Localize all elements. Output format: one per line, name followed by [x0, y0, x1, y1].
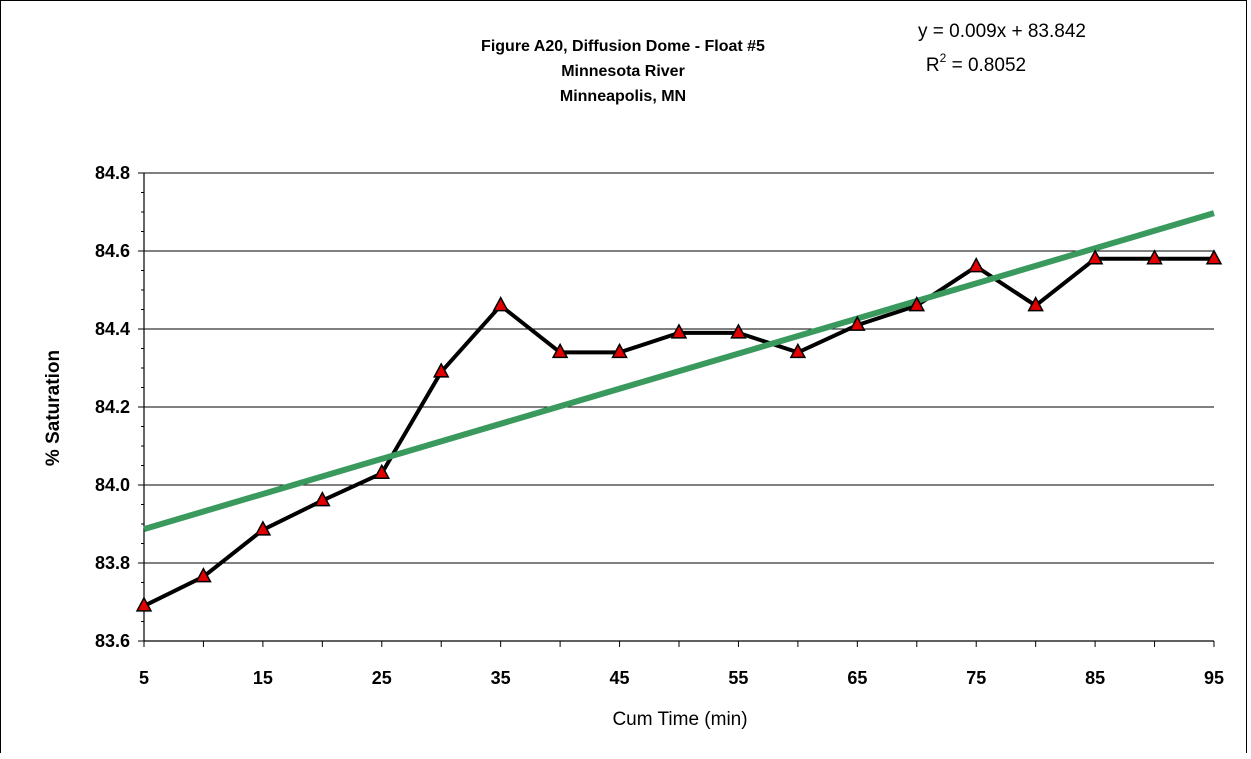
data-point-marker: [670, 323, 688, 339]
data-markers: [135, 249, 1223, 612]
data-point-marker: [1027, 296, 1044, 312]
y-tick-labels: 83.6 83.8 84.0 84.2 84.4 84.6 84.8: [95, 163, 130, 651]
data-point-marker: [195, 567, 212, 583]
data-point-marker: [432, 362, 450, 378]
data-point-marker: [967, 257, 985, 273]
trendline-line: [143, 210, 1215, 532]
x-tick-labels: 5 15 25 35 45 55 65 75 85 95: [139, 668, 1224, 688]
x-tick-label: 45: [610, 668, 630, 688]
x-tick-label: 5: [139, 668, 149, 688]
r-squared-value: = 0.8052: [946, 55, 1026, 76]
data-point-marker: [254, 520, 272, 536]
r-squared-sup: 2: [940, 51, 947, 65]
data-point-marker: [1086, 249, 1104, 265]
chart-title-line-2: Minnesota River: [561, 63, 685, 80]
data-point-marker: [789, 342, 807, 359]
data-point-marker: [908, 296, 926, 312]
data-point-marker: [1146, 249, 1163, 265]
series-line: [143, 256, 1214, 608]
gridlines: [144, 172, 1214, 642]
data-point-marker: [1205, 249, 1223, 265]
x-tick-label: 75: [966, 668, 986, 688]
x-tick-label: 35: [491, 668, 511, 688]
tick-marks: [138, 172, 1215, 647]
x-axis-title: Cum Time (min): [612, 709, 747, 730]
x-tick-label: 65: [847, 668, 867, 688]
x-tick-label: 95: [1204, 668, 1224, 688]
x-tick-label: 55: [728, 668, 748, 688]
data-point-marker: [314, 491, 331, 507]
chart-title-block: Figure A20, Diffusion Dome - Float #5 Mi…: [481, 38, 765, 105]
r-squared-text: R2 = 0.8052: [926, 51, 1026, 76]
x-tick-label: 15: [253, 668, 273, 688]
data-series: [143, 256, 1214, 608]
y-tick-label: 84.0: [95, 475, 130, 495]
y-tick-label: 83.8: [95, 553, 130, 573]
data-point-marker: [611, 342, 628, 359]
trendline-equation-text: y = 0.009x + 83.842: [918, 21, 1086, 42]
data-point-marker: [373, 463, 391, 480]
data-point-marker: [492, 296, 509, 312]
data-point-marker: [730, 323, 747, 339]
y-tick-label: 84.6: [95, 241, 130, 261]
x-tick-label: 85: [1085, 668, 1105, 688]
chart-title-line-1: Figure A20, Diffusion Dome - Float #5: [481, 38, 765, 55]
y-tick-label: 84.4: [95, 319, 130, 339]
chart-title-line-3: Minneapolis, MN: [560, 88, 686, 105]
data-point-marker: [849, 315, 866, 331]
data-point-marker: [135, 596, 153, 612]
trendline-equation: y = 0.009x + 83.842 R2 = 0.8052: [918, 21, 1086, 76]
data-point-marker: [551, 342, 569, 359]
y-tick-label: 84.8: [95, 163, 130, 183]
y-tick-label: 83.6: [95, 631, 130, 651]
r-squared-prefix: R: [926, 55, 940, 76]
y-axis-title: % Saturation: [43, 350, 64, 466]
y-tick-label: 84.2: [95, 397, 130, 417]
x-tick-label: 25: [372, 668, 392, 688]
trendline: [143, 210, 1215, 532]
